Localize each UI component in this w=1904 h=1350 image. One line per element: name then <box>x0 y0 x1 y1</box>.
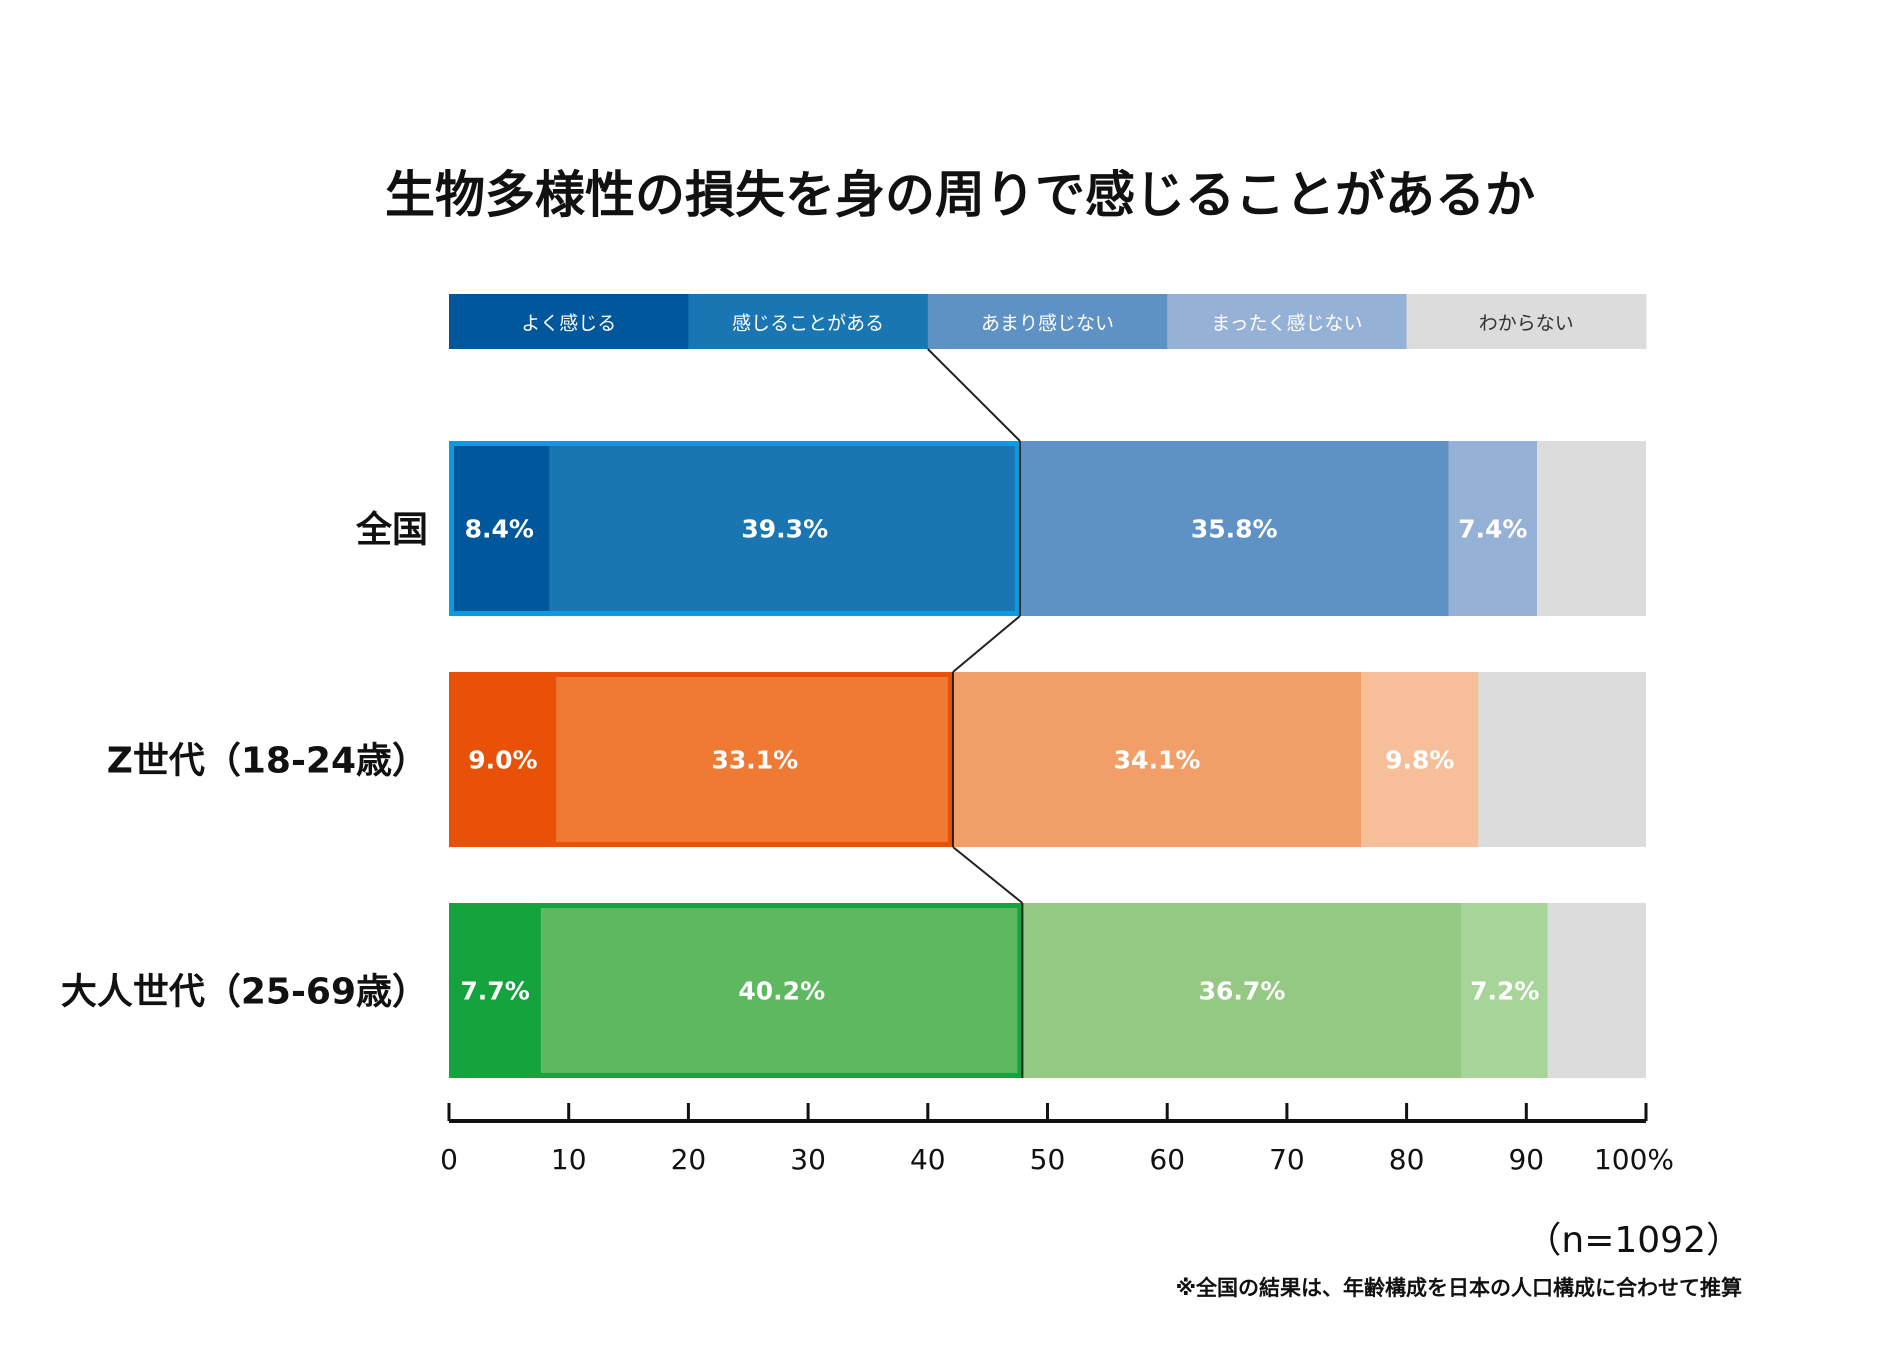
legend-swatch <box>1406 294 1647 349</box>
connector-line <box>952 615 1021 673</box>
tick-label: 0 <box>440 1143 458 1176</box>
bar-segment <box>449 903 542 1078</box>
data-label: 36.7% <box>1199 977 1286 1006</box>
tick-label: 80 <box>1389 1143 1425 1176</box>
legend-swatch <box>927 294 1168 349</box>
data-label: 39.3% <box>741 515 828 544</box>
footnote: ※全国の結果は、年齢構成を日本の人口構成に合わせて推算 <box>1176 1276 1742 1300</box>
chart-title: 生物多様性の損失を身の周りで感じることがあるか <box>385 166 1535 224</box>
legend-swatch <box>1167 294 1408 349</box>
bar-segment <box>449 672 557 847</box>
bar-segment <box>556 672 953 847</box>
tick-label: 70 <box>1269 1143 1305 1176</box>
bar-row: 9.0% 33.1% 34.1% 9.8% Z世代（18-24歳） <box>107 672 1646 847</box>
bar-segment <box>1448 441 1538 616</box>
bar-segment <box>449 441 550 616</box>
bar-segment <box>952 672 1362 847</box>
tick-label: 100% <box>1594 1143 1674 1176</box>
highlight-frame <box>449 672 953 847</box>
tick-label: 40 <box>910 1143 946 1176</box>
bar-segment <box>1019 441 1449 616</box>
category-label: Z世代（18-24歳） <box>107 741 428 782</box>
tick-label: 60 <box>1149 1143 1185 1176</box>
category-label: 大人世代（25-69歳） <box>61 972 428 1013</box>
legend-swatch <box>688 294 929 349</box>
legend-label: あまり感じない <box>981 313 1114 335</box>
bar-segment <box>1547 903 1646 1078</box>
sample-size-note: （n=1092） <box>1525 1220 1742 1261</box>
legend-swatch <box>449 294 689 349</box>
tick-label: 30 <box>790 1143 826 1176</box>
data-label: 7.4% <box>1458 515 1527 544</box>
tick-label: 50 <box>1030 1143 1066 1176</box>
legend-label: まったく感じない <box>1211 313 1362 335</box>
bar-segment <box>541 903 1023 1078</box>
data-label: 9.0% <box>468 746 537 775</box>
highlight-frame <box>449 441 1020 616</box>
bar-segment <box>1537 441 1646 616</box>
data-label: 34.1% <box>1114 746 1201 775</box>
legend: よく感じる 感じることがある あまり感じない まったく感じない わからない <box>449 294 1647 349</box>
bar-segment <box>1461 903 1548 1078</box>
data-label: 35.8% <box>1191 515 1278 544</box>
connector-line <box>952 846 1023 904</box>
data-label: 7.7% <box>460 977 529 1006</box>
data-label: 7.2% <box>1470 977 1539 1006</box>
bar-segment <box>549 441 1020 616</box>
bar-rows: 8.4% 39.3% 35.8% 7.4% 全国 9.0% 33.1% 34.1% 9.8% Z世… <box>61 441 1646 1078</box>
legend-label: わからない <box>1479 313 1574 335</box>
data-label: 8.4% <box>465 515 534 544</box>
legend-label: よく感じる <box>521 313 616 335</box>
bar-segment <box>1478 672 1646 847</box>
x-axis: 0 10 20 30 40 50 60 70 80 90 100% <box>440 1103 1674 1176</box>
bar-row: 7.7% 40.2% 36.7% 7.2% 大人世代（25-69歳） <box>61 903 1646 1078</box>
legend-label: 感じることがある <box>732 313 884 335</box>
highlight-frame <box>449 903 1023 1078</box>
data-label: 33.1% <box>711 746 798 775</box>
category-label: 全国 <box>355 509 428 551</box>
connector-line <box>927 348 1021 442</box>
tick-label: 90 <box>1508 1143 1544 1176</box>
bar-segment <box>1022 903 1462 1078</box>
bar-segment <box>1361 672 1479 847</box>
data-label: 40.2% <box>738 977 825 1006</box>
tick-label: 20 <box>671 1143 707 1176</box>
bar-row: 8.4% 39.3% 35.8% 7.4% 全国 <box>355 441 1646 616</box>
connector-lines <box>927 348 1023 904</box>
data-label: 9.8% <box>1385 746 1454 775</box>
tick-label: 10 <box>551 1143 587 1176</box>
